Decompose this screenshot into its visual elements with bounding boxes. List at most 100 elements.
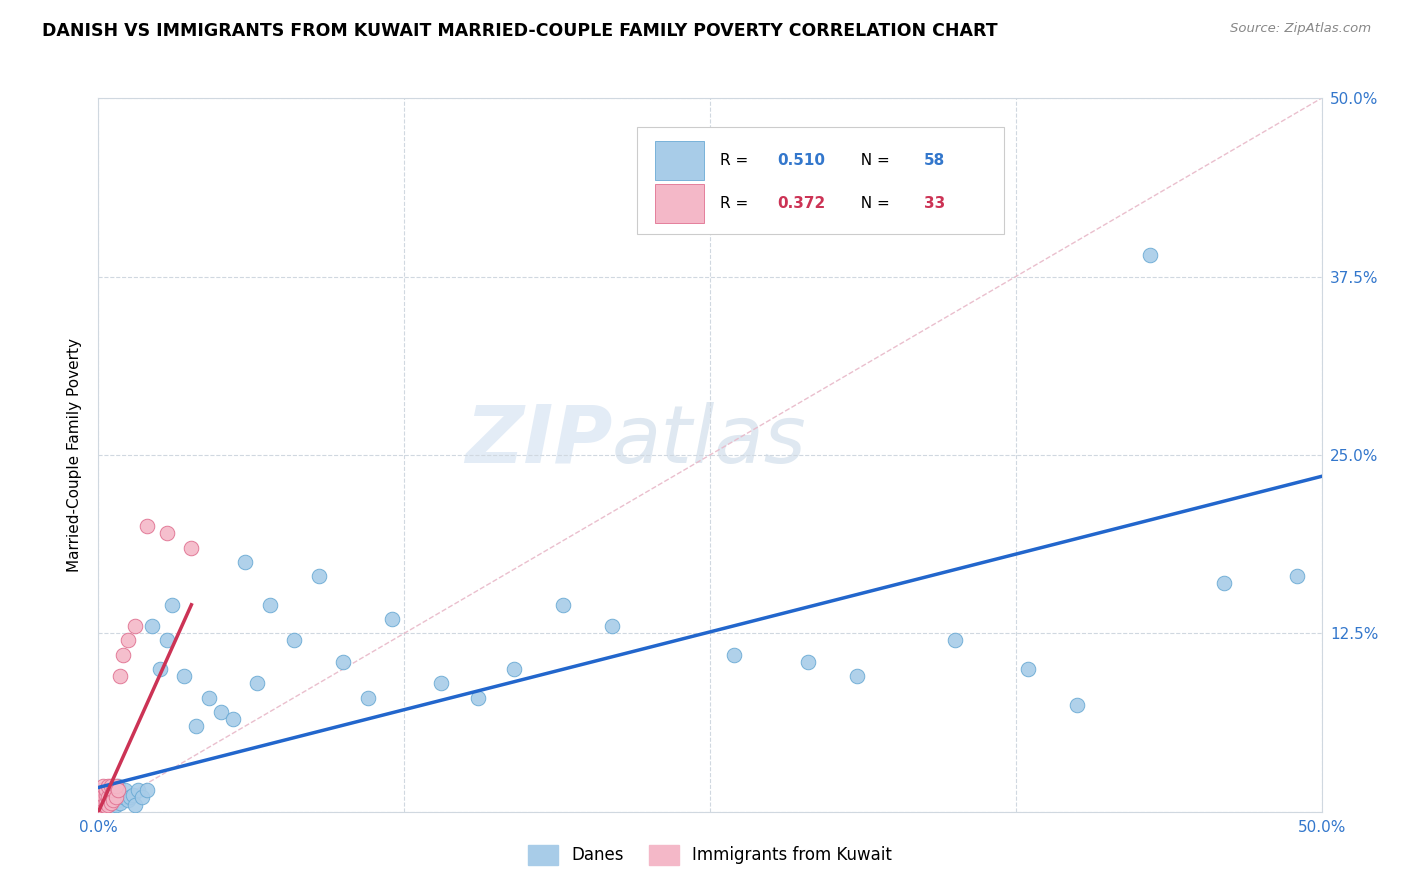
Text: R =: R = [720, 153, 754, 168]
Point [94, 788, 117, 802]
Point [107, 783, 129, 797]
Point [111, 648, 134, 662]
Point [91, 788, 114, 802]
Point [90, 802, 112, 816]
Point [94, 788, 117, 802]
Point [149, 662, 172, 676]
Point [91, 799, 114, 814]
Point [107, 779, 129, 793]
Point [1139, 248, 1161, 262]
Point [90, 783, 112, 797]
Point [943, 633, 966, 648]
Point [246, 676, 269, 690]
Point [107, 793, 129, 807]
Text: 0.372: 0.372 [778, 195, 825, 211]
Point [104, 779, 127, 793]
Point [503, 662, 526, 676]
Point [97, 779, 120, 793]
Text: DANISH VS IMMIGRANTS FROM KUWAIT MARRIED-COUPLE FAMILY POVERTY CORRELATION CHART: DANISH VS IMMIGRANTS FROM KUWAIT MARRIED… [42, 22, 998, 40]
Point [136, 783, 159, 797]
Point [90, 799, 112, 814]
Point [97, 790, 120, 805]
Text: Source: ZipAtlas.com: Source: ZipAtlas.com [1230, 22, 1371, 36]
Text: R =: R = [720, 195, 754, 211]
Point [110, 796, 132, 810]
Point [110, 669, 132, 683]
Point [1212, 576, 1234, 591]
Point [100, 788, 122, 802]
Point [467, 690, 489, 705]
Point [97, 783, 120, 797]
Point [91, 779, 114, 793]
Point [120, 790, 142, 805]
Point [186, 719, 208, 733]
Legend: Danes, Immigrants from Kuwait: Danes, Immigrants from Kuwait [522, 838, 898, 871]
Point [156, 526, 179, 541]
Point [156, 633, 179, 648]
Point [100, 796, 122, 810]
Point [90, 797, 112, 812]
Point [90, 790, 112, 805]
Point [356, 690, 378, 705]
Point [90, 793, 112, 807]
Text: N =: N = [851, 153, 894, 168]
Point [117, 793, 139, 807]
Point [332, 655, 354, 669]
Point [94, 783, 117, 797]
Point [100, 779, 122, 793]
Point [100, 799, 122, 814]
Point [160, 598, 183, 612]
Point [845, 669, 868, 683]
Point [209, 705, 232, 719]
Point [91, 800, 114, 814]
Point [101, 795, 124, 809]
Point [308, 569, 330, 583]
Point [104, 797, 127, 812]
Point [111, 790, 134, 805]
Point [110, 788, 132, 802]
Point [553, 598, 575, 612]
Point [90, 796, 112, 810]
Point [1017, 662, 1039, 676]
Point [91, 797, 114, 812]
Point [117, 633, 139, 648]
Point [90, 793, 112, 807]
Point [127, 783, 149, 797]
Point [283, 633, 305, 648]
Point [600, 619, 623, 633]
Point [675, 177, 697, 191]
Point [180, 541, 202, 555]
Text: N =: N = [851, 195, 894, 211]
Point [797, 655, 820, 669]
FancyBboxPatch shape [637, 127, 1004, 234]
Point [1066, 698, 1088, 712]
Y-axis label: Married-Couple Family Poverty: Married-Couple Family Poverty [67, 338, 83, 572]
Point [101, 793, 124, 807]
Point [136, 519, 159, 533]
Point [91, 793, 114, 807]
Point [101, 783, 124, 797]
Text: 0.510: 0.510 [778, 153, 825, 168]
Text: ZIP: ZIP [465, 401, 612, 480]
Point [430, 676, 453, 690]
Point [173, 669, 195, 683]
FancyBboxPatch shape [655, 141, 704, 180]
Point [259, 598, 281, 612]
Text: atlas: atlas [612, 401, 807, 480]
Point [94, 795, 117, 809]
Point [723, 648, 745, 662]
Point [141, 619, 163, 633]
Point [101, 785, 124, 799]
Point [94, 799, 117, 814]
Point [91, 790, 114, 805]
Text: 58: 58 [924, 153, 945, 168]
Point [114, 783, 136, 797]
Point [131, 790, 153, 805]
Point [97, 796, 120, 810]
Point [97, 797, 120, 812]
Point [124, 619, 146, 633]
Point [381, 612, 404, 626]
Point [197, 690, 219, 705]
Point [124, 797, 146, 812]
Point [94, 800, 117, 814]
